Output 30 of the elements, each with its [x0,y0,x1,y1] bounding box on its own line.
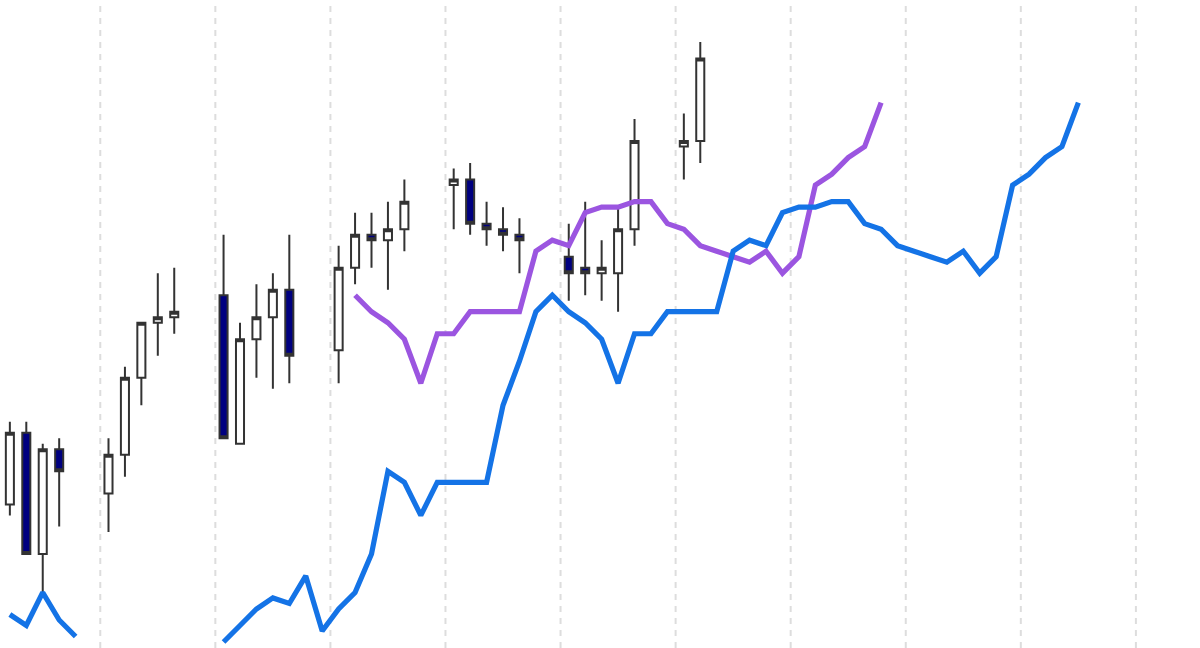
candlestick [119,365,130,478]
candlestick [350,211,361,286]
candlestick [465,162,476,236]
candlestick [251,283,262,379]
candlestick [136,321,147,407]
candlestick [218,233,229,440]
candlestick [399,178,410,253]
candlestick [333,244,344,385]
candlestick [284,233,295,385]
candlestick [514,217,525,275]
candlestick [169,266,180,335]
candlestick [613,206,624,313]
candlestick [678,112,689,181]
candlestick [37,442,48,594]
candlestick [103,437,114,533]
candlestick [267,272,278,390]
candlestick [382,200,393,291]
candlestick [580,200,591,297]
candlestick [234,321,246,445]
candlestick [563,222,574,302]
candlestick [497,206,509,253]
candlestick [152,272,163,357]
candlestick [629,118,640,247]
candlestick [695,41,706,165]
candlestick [596,239,607,302]
candlestick [21,420,32,555]
candlestick [448,167,459,231]
candlestick [54,437,65,528]
candlestick [481,200,492,247]
candlestick [366,211,377,269]
